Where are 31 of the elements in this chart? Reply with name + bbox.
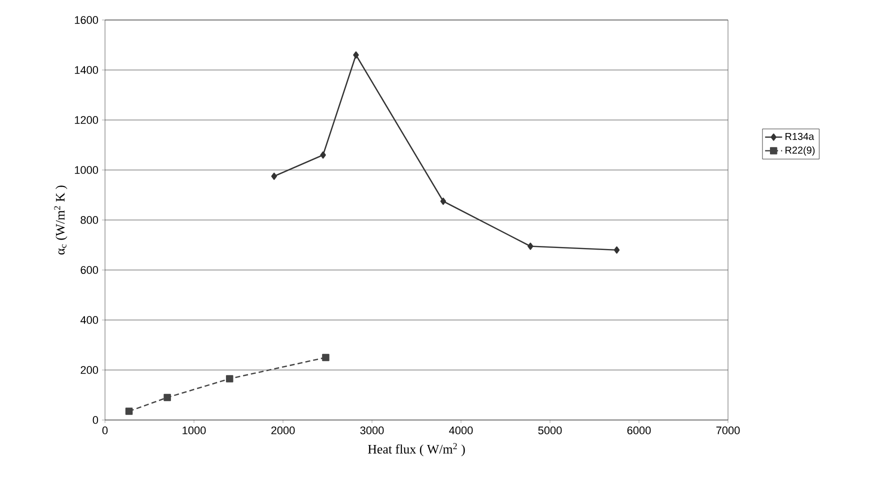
legend-label: R134a [786,132,814,140]
y-tick-label: 200 [80,366,98,374]
x-tick-label: 5000 [538,426,562,434]
point [226,375,234,382]
x-tick-label: 4000 [449,426,473,434]
point [528,242,534,250]
y-tick-label: 0 [92,416,98,424]
point [271,172,277,180]
x-tick-label: 3000 [360,426,384,434]
point [322,354,330,362]
y-tick-label: 1000 [74,166,98,174]
x-tick-label: 0 [102,426,108,434]
point [353,51,359,59]
point [164,394,171,402]
legend-label: R22(9) [786,146,815,156]
point [125,408,133,415]
x-tick-label: 2000 [271,426,295,434]
point [440,198,446,205]
y-tick-label: 1200 [74,116,98,124]
y-tick-label: 600 [80,266,98,274]
point [320,151,326,159]
point [614,246,620,254]
y-tick-label: 800 [80,216,98,224]
x-tick-label: 6000 [627,426,651,434]
y-tick-label: 400 [80,316,98,324]
x-tick-label: 7000 [716,426,740,434]
y-tick-label: 1600 [74,16,98,24]
x-tick-label: 1000 [182,426,206,434]
y-axis-title: α$_{c}$ (W/m$^{2}$ K ) [54,186,68,254]
y-tick-label: 1400 [74,66,98,74]
x-axis-title: Heat flux ( W/m$^{2}$ ) [368,443,465,456]
